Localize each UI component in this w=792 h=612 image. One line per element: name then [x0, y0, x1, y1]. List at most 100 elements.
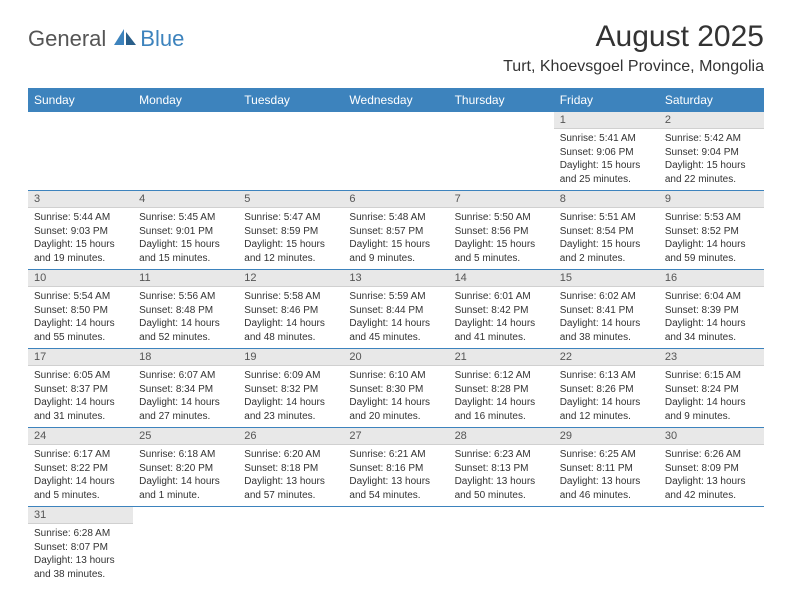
- day-cell: 22Sunrise: 6:13 AMSunset: 8:26 PMDayligh…: [554, 349, 659, 428]
- day-cell: 10Sunrise: 5:54 AMSunset: 8:50 PMDayligh…: [28, 270, 133, 349]
- day-number: 23: [659, 349, 764, 366]
- sunrise-text: Sunrise: 6:07 AM: [139, 369, 232, 383]
- day-number: 20: [343, 349, 448, 366]
- day-details: Sunrise: 5:53 AMSunset: 8:52 PMDaylight:…: [659, 208, 764, 269]
- day-cell: 5Sunrise: 5:47 AMSunset: 8:59 PMDaylight…: [238, 191, 343, 270]
- day-number: 7: [449, 191, 554, 208]
- day-number: 22: [554, 349, 659, 366]
- day-details: Sunrise: 6:18 AMSunset: 8:20 PMDaylight:…: [133, 445, 238, 506]
- day-cell: 1Sunrise: 5:41 AMSunset: 9:06 PMDaylight…: [554, 112, 659, 191]
- day-details: Sunrise: 5:45 AMSunset: 9:01 PMDaylight:…: [133, 208, 238, 269]
- sunset-text: Sunset: 8:41 PM: [560, 304, 653, 318]
- day-details: Sunrise: 6:09 AMSunset: 8:32 PMDaylight:…: [238, 366, 343, 427]
- day-cell: 15Sunrise: 6:02 AMSunset: 8:41 PMDayligh…: [554, 270, 659, 349]
- sunset-text: Sunset: 8:57 PM: [349, 225, 442, 239]
- sunset-text: Sunset: 8:18 PM: [244, 462, 337, 476]
- sunrise-text: Sunrise: 6:17 AM: [34, 448, 127, 462]
- day-cell: [554, 507, 659, 586]
- sunset-text: Sunset: 8:26 PM: [560, 383, 653, 397]
- title-block: August 2025 Turt, Khoevsgoel Province, M…: [503, 20, 764, 76]
- sunset-text: Sunset: 8:54 PM: [560, 225, 653, 239]
- day-details: Sunrise: 6:07 AMSunset: 8:34 PMDaylight:…: [133, 366, 238, 427]
- day-details: Sunrise: 6:17 AMSunset: 8:22 PMDaylight:…: [28, 445, 133, 506]
- sunrise-text: Sunrise: 5:45 AM: [139, 211, 232, 225]
- sunrise-text: Sunrise: 6:04 AM: [665, 290, 758, 304]
- sunset-text: Sunset: 8:46 PM: [244, 304, 337, 318]
- day-details: Sunrise: 6:26 AMSunset: 8:09 PMDaylight:…: [659, 445, 764, 506]
- week-row: 24Sunrise: 6:17 AMSunset: 8:22 PMDayligh…: [28, 428, 764, 507]
- daylight-text: Daylight: 14 hours and 12 minutes.: [560, 396, 653, 423]
- daylight-text: Daylight: 15 hours and 9 minutes.: [349, 238, 442, 265]
- day-number: [343, 112, 448, 116]
- day-details: Sunrise: 6:04 AMSunset: 8:39 PMDaylight:…: [659, 287, 764, 348]
- day-number: 10: [28, 270, 133, 287]
- daylight-text: Daylight: 15 hours and 25 minutes.: [560, 159, 653, 186]
- sunrise-text: Sunrise: 6:10 AM: [349, 369, 442, 383]
- day-number: 17: [28, 349, 133, 366]
- day-number: [238, 507, 343, 511]
- sunset-text: Sunset: 8:32 PM: [244, 383, 337, 397]
- sunset-text: Sunset: 8:13 PM: [455, 462, 548, 476]
- day-number: [449, 507, 554, 511]
- day-number: 18: [133, 349, 238, 366]
- day-cell: 24Sunrise: 6:17 AMSunset: 8:22 PMDayligh…: [28, 428, 133, 507]
- daylight-text: Daylight: 13 hours and 46 minutes.: [560, 475, 653, 502]
- daylight-text: Daylight: 14 hours and 31 minutes.: [34, 396, 127, 423]
- daylight-text: Daylight: 14 hours and 55 minutes.: [34, 317, 127, 344]
- day-details: Sunrise: 6:15 AMSunset: 8:24 PMDaylight:…: [659, 366, 764, 427]
- day-number: 4: [133, 191, 238, 208]
- day-details: Sunrise: 5:51 AMSunset: 8:54 PMDaylight:…: [554, 208, 659, 269]
- day-cell: 12Sunrise: 5:58 AMSunset: 8:46 PMDayligh…: [238, 270, 343, 349]
- sunrise-text: Sunrise: 5:59 AM: [349, 290, 442, 304]
- dow-wednesday: Wednesday: [343, 88, 448, 112]
- daylight-text: Daylight: 14 hours and 59 minutes.: [665, 238, 758, 265]
- daylight-text: Daylight: 13 hours and 42 minutes.: [665, 475, 758, 502]
- daylight-text: Daylight: 15 hours and 5 minutes.: [455, 238, 548, 265]
- daylight-text: Daylight: 14 hours and 52 minutes.: [139, 317, 232, 344]
- sunrise-text: Sunrise: 6:21 AM: [349, 448, 442, 462]
- day-number: 15: [554, 270, 659, 287]
- dow-tuesday: Tuesday: [238, 88, 343, 112]
- week-row: 17Sunrise: 6:05 AMSunset: 8:37 PMDayligh…: [28, 349, 764, 428]
- day-number: 6: [343, 191, 448, 208]
- sunset-text: Sunset: 8:39 PM: [665, 304, 758, 318]
- sunset-text: Sunset: 8:28 PM: [455, 383, 548, 397]
- day-details: Sunrise: 5:48 AMSunset: 8:57 PMDaylight:…: [343, 208, 448, 269]
- sunrise-text: Sunrise: 6:05 AM: [34, 369, 127, 383]
- day-cell: [133, 507, 238, 586]
- dow-header-row: Sunday Monday Tuesday Wednesday Thursday…: [28, 88, 764, 112]
- day-cell: [449, 507, 554, 586]
- day-number: 25: [133, 428, 238, 445]
- sunset-text: Sunset: 8:48 PM: [139, 304, 232, 318]
- daylight-text: Daylight: 13 hours and 38 minutes.: [34, 554, 127, 581]
- sunset-text: Sunset: 8:24 PM: [665, 383, 758, 397]
- day-cell: 11Sunrise: 5:56 AMSunset: 8:48 PMDayligh…: [133, 270, 238, 349]
- day-cell: 4Sunrise: 5:45 AMSunset: 9:01 PMDaylight…: [133, 191, 238, 270]
- day-number: 11: [133, 270, 238, 287]
- sunrise-text: Sunrise: 6:23 AM: [455, 448, 548, 462]
- day-details: Sunrise: 6:01 AMSunset: 8:42 PMDaylight:…: [449, 287, 554, 348]
- day-details: Sunrise: 5:50 AMSunset: 8:56 PMDaylight:…: [449, 208, 554, 269]
- day-number: [343, 507, 448, 511]
- day-number: [659, 507, 764, 511]
- day-cell: 16Sunrise: 6:04 AMSunset: 8:39 PMDayligh…: [659, 270, 764, 349]
- daylight-text: Daylight: 15 hours and 12 minutes.: [244, 238, 337, 265]
- day-number: 5: [238, 191, 343, 208]
- sunrise-text: Sunrise: 5:44 AM: [34, 211, 127, 225]
- sunset-text: Sunset: 9:01 PM: [139, 225, 232, 239]
- daylight-text: Daylight: 15 hours and 2 minutes.: [560, 238, 653, 265]
- day-number: [133, 112, 238, 116]
- daylight-text: Daylight: 14 hours and 5 minutes.: [34, 475, 127, 502]
- day-details: Sunrise: 6:05 AMSunset: 8:37 PMDaylight:…: [28, 366, 133, 427]
- daylight-text: Daylight: 15 hours and 22 minutes.: [665, 159, 758, 186]
- day-cell: 8Sunrise: 5:51 AMSunset: 8:54 PMDaylight…: [554, 191, 659, 270]
- sunset-text: Sunset: 8:09 PM: [665, 462, 758, 476]
- day-details: Sunrise: 5:56 AMSunset: 8:48 PMDaylight:…: [133, 287, 238, 348]
- day-number: 9: [659, 191, 764, 208]
- daylight-text: Daylight: 14 hours and 48 minutes.: [244, 317, 337, 344]
- day-number: [28, 112, 133, 116]
- day-number: [238, 112, 343, 116]
- sunrise-text: Sunrise: 5:42 AM: [665, 132, 758, 146]
- sunrise-text: Sunrise: 6:28 AM: [34, 527, 127, 541]
- sunset-text: Sunset: 8:56 PM: [455, 225, 548, 239]
